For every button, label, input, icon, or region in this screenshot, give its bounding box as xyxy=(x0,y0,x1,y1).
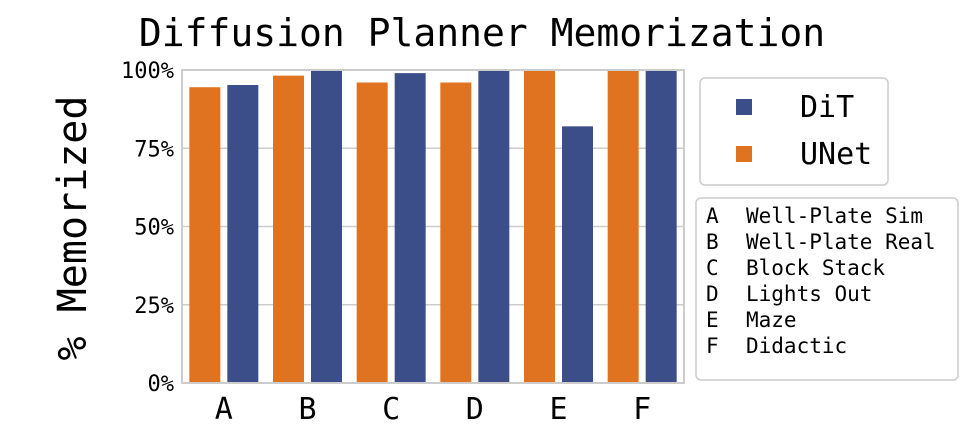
key-name: Well-Plate Sim xyxy=(746,204,923,228)
y-tick-label: 100% xyxy=(121,59,174,84)
key-code: E xyxy=(706,308,719,332)
series-legend: DiT UNet xyxy=(699,77,889,186)
plot-area: A B C D E F 0% 25% 50% 75% 100% xyxy=(121,59,685,427)
bar-unet-b xyxy=(273,75,304,383)
bar-unet-a xyxy=(189,87,221,383)
key-name: Well-Plate Real xyxy=(746,230,936,254)
bar-dit-f xyxy=(645,70,677,383)
x-tick-label: D xyxy=(466,392,484,427)
key-name: Maze xyxy=(746,308,797,332)
legend-label: UNet xyxy=(800,137,872,172)
bar-dit-d xyxy=(478,70,510,383)
chart-title: Diffusion Planner Memorization xyxy=(139,11,825,55)
y-tick-label: 75% xyxy=(134,137,174,162)
bar-dit-c xyxy=(394,73,426,383)
bar-dit-b xyxy=(311,70,342,383)
key-code: F xyxy=(706,334,719,358)
key-code: C xyxy=(706,256,719,280)
key-frame xyxy=(695,197,959,381)
y-tick-label: 0% xyxy=(148,372,175,397)
legend-swatch xyxy=(736,99,752,115)
bar-unet-f xyxy=(607,70,639,383)
key-name: Block Stack xyxy=(746,256,885,280)
y-tick-label: 50% xyxy=(134,216,174,241)
legend-label: DiT xyxy=(800,90,854,125)
bar-unet-c xyxy=(356,82,388,384)
plot-frame xyxy=(181,69,685,384)
y-tick-label: 25% xyxy=(134,294,174,319)
bar-dit-e xyxy=(562,126,593,383)
bar-unet-e xyxy=(524,70,555,383)
x-tick-label: A xyxy=(215,392,233,427)
x-tick-label: C xyxy=(382,392,400,427)
x-tick-label: F xyxy=(633,392,651,427)
key-name: Didactic xyxy=(746,334,847,358)
key-code: D xyxy=(706,282,719,306)
key-code: B xyxy=(706,230,719,254)
y-axis-label: % Memorized xyxy=(50,96,96,361)
legend-swatch xyxy=(736,146,752,162)
bar-dit-a xyxy=(227,85,259,384)
x-tick-label: E xyxy=(549,392,567,427)
key-code: A xyxy=(706,204,719,228)
key-name: Lights Out xyxy=(746,282,872,306)
bar-unet-d xyxy=(440,82,472,384)
category-key-legend: A Well-Plate Sim B Well-Plate Real C Block St… xyxy=(695,197,959,381)
x-tick-label: B xyxy=(298,392,316,427)
